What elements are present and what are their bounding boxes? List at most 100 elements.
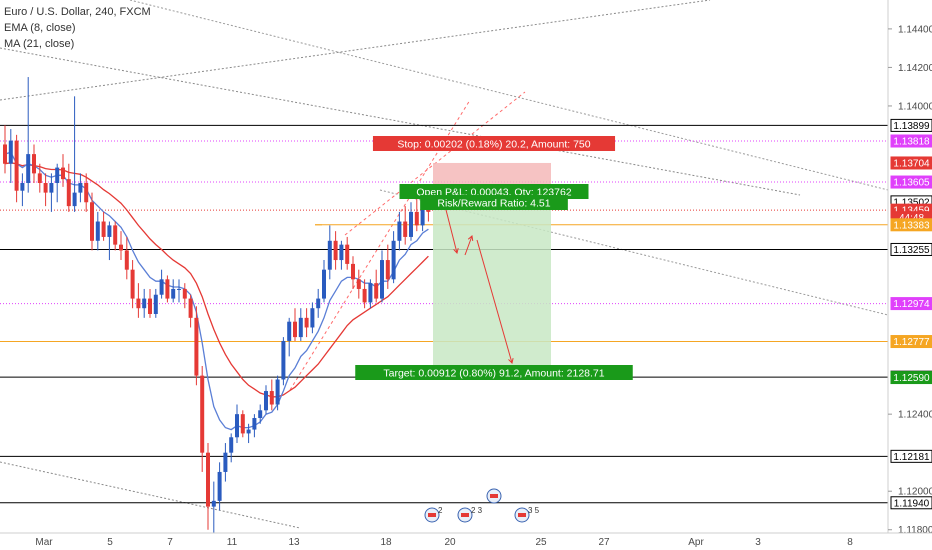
ma-legend: MA (21, close) <box>4 38 75 50</box>
price-tick-label: 1.12400 <box>898 410 932 421</box>
price-tag-box <box>890 371 932 385</box>
candle-body <box>409 211 413 237</box>
candle-body <box>182 288 187 299</box>
candle-body <box>217 471 222 501</box>
time-tick-label: 13 <box>288 537 300 548</box>
target-label: Target: 0.00912 (0.80%) 91.2, Amount: 21… <box>355 365 633 380</box>
candle-body <box>194 317 199 376</box>
candle-body <box>281 340 286 380</box>
rr-label-text: Risk/Reward Ratio: 4.51 <box>437 198 550 210</box>
price-tag-box <box>890 496 932 510</box>
candle-body <box>275 379 280 405</box>
price-tick-label: 1.14400 <box>898 24 932 35</box>
price-tag-box <box>890 297 932 311</box>
time-tick-label: 7 <box>167 537 173 548</box>
price-tag-label: 1.13704 <box>893 158 930 169</box>
candle-body <box>345 244 350 264</box>
price-tag-label: 1.12974 <box>893 299 930 310</box>
price-tag-label: 1.12181 <box>893 452 930 463</box>
candle-body <box>188 298 193 318</box>
candle-body <box>351 263 355 280</box>
candle-body <box>211 500 216 507</box>
price-tag-label: 1.12777 <box>893 337 930 348</box>
price-tag-label: 1.13899 <box>893 121 930 132</box>
stop-label: Stop: 0.00202 (0.18%) 20.2, Amount: 750 <box>372 136 616 151</box>
candle-body <box>3 144 7 164</box>
time-tick-label: Apr <box>688 537 704 548</box>
ema-8-line <box>4 151 429 431</box>
candle-body <box>49 183 54 193</box>
candle-body <box>78 183 83 193</box>
chart-legend: Euro / U.S. Dollar, 240, FXCM EMA (8, cl… <box>4 4 151 52</box>
price-tag: 1.12777 <box>890 335 932 349</box>
trend-line <box>0 461 301 529</box>
candle-body <box>374 283 379 299</box>
indicator-lines-layer <box>4 151 429 431</box>
candle-body <box>298 317 303 338</box>
candle-body <box>165 279 170 299</box>
price-tag-box <box>890 335 932 349</box>
arrow-down-2 <box>476 239 513 364</box>
price-tag: 1.13704 <box>890 156 932 170</box>
candle-body <box>136 298 141 309</box>
event-marker: 2 3 <box>457 506 483 523</box>
price-tick-label: 1.14000 <box>898 101 932 112</box>
symbol-title: Euro / U.S. Dollar, 240, FXCM <box>4 6 151 18</box>
price-tag-box <box>890 218 932 232</box>
arrow-up <box>464 235 473 256</box>
price-tag-label: 1.13383 <box>893 220 930 231</box>
candle-body <box>177 288 181 290</box>
price-tag-label: 1.13818 <box>893 137 930 148</box>
ma-21-line <box>4 162 429 398</box>
price-tag-box <box>890 449 932 463</box>
time-axis[interactable]: Mar 5 7 11 13 18 20 25 27 Apr 3 8 <box>0 532 932 550</box>
price-tag-label: 1.13255 <box>893 245 930 256</box>
price-tag-label: 1.11940 <box>894 498 930 509</box>
candle-body <box>362 288 367 303</box>
price-tag: 1.13899 <box>890 118 932 132</box>
price-axis-bg <box>888 0 932 550</box>
position-labels-layer: Stop: 0.00202 (0.18%) 20.2, Amount: 750O… <box>355 136 633 380</box>
candle-body <box>223 452 228 472</box>
candle-body <box>322 269 326 299</box>
candle-body <box>304 317 309 328</box>
candle-body <box>229 437 234 453</box>
candle-body <box>397 221 402 241</box>
arrow-up-head <box>467 235 474 242</box>
event-markers-layer[interactable]: 2 2 3 3 5 <box>424 488 540 523</box>
price-tag-label: 1.12590 <box>893 373 930 384</box>
price-tag: 1.12590 <box>890 371 932 385</box>
candle-body <box>200 375 205 453</box>
candle-body <box>339 244 344 261</box>
candle-body <box>153 294 158 314</box>
candle-body <box>66 179 71 207</box>
price-tag: 1.12974 <box>890 297 932 311</box>
projection-arrows-layer <box>443 201 514 365</box>
candle-body <box>95 221 100 241</box>
candle-body <box>316 298 321 309</box>
candle-body <box>385 260 390 280</box>
target-label-text: Target: 0.00912 (0.80%) 91.2, Amount: 21… <box>383 368 604 380</box>
price-tag-box <box>890 156 932 170</box>
arrow-down-2-head <box>508 358 514 365</box>
candle-body <box>368 283 373 303</box>
flag-stripe <box>490 494 498 498</box>
time-axis-bg <box>0 533 932 550</box>
candle-body <box>159 279 164 295</box>
time-tick-label: 8 <box>847 537 853 548</box>
stop-label-box <box>372 136 616 151</box>
time-tick-label: 5 <box>107 537 113 548</box>
candle-body <box>124 250 129 270</box>
price-tag-box <box>890 175 932 189</box>
arrow-down-1 <box>443 201 458 254</box>
price-tag: 1.12181 <box>890 449 932 463</box>
candle-body <box>246 429 251 434</box>
time-tick-label: 25 <box>535 537 547 548</box>
price-tag-box <box>890 242 932 256</box>
rr-label-box <box>420 195 568 210</box>
price-tick-label: 1.14200 <box>898 63 932 74</box>
event-marker <box>486 488 502 504</box>
price-axis[interactable]: 1.14400 1.14200 1.14000 1.12400 1.12000 1.118… <box>887 0 932 550</box>
candle-body <box>90 202 94 241</box>
